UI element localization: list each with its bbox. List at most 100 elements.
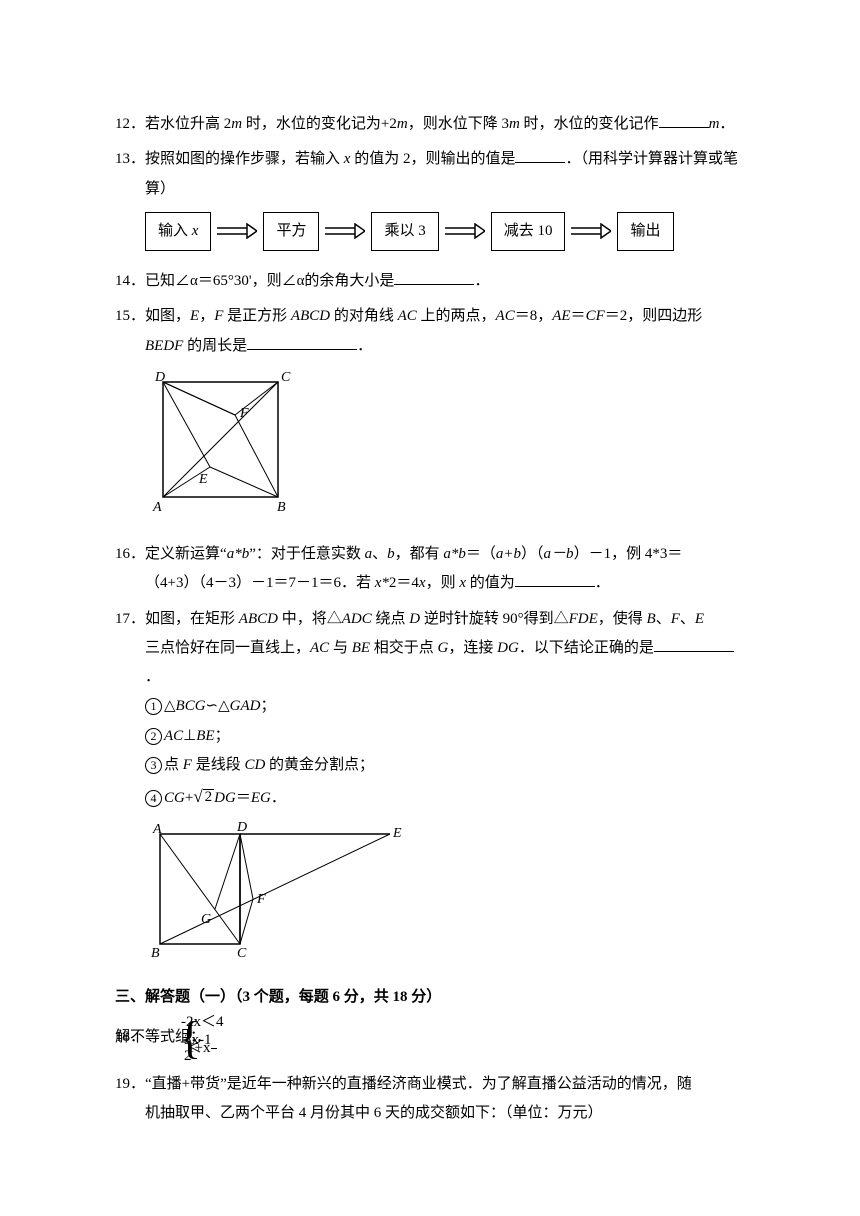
q15-blank[interactable] — [247, 335, 357, 350]
q16-two: 2＝4 — [389, 575, 419, 591]
q17-B: B — [647, 611, 656, 627]
q17-opt2: 2AC⊥BE； — [115, 722, 745, 751]
q15-E: E — [190, 308, 199, 324]
l1c: 4 — [216, 1014, 224, 1030]
q16-line1: 16．定义新运算“a*b”：对于任意实数 a、b，都有 a*b＝（a+b）（a－… — [115, 540, 745, 569]
q12-m4: m — [709, 116, 720, 132]
l1a: -2x — [181, 1014, 201, 1030]
svg-text:C: C — [237, 946, 247, 959]
svg-text:B: B — [277, 500, 286, 515]
o4a: CG — [164, 790, 185, 806]
q15-g: ＝2，则四边形 — [605, 308, 703, 324]
q15-c: 的对角线 — [330, 308, 398, 324]
q17-opt3: 3点 F 是线段 CD 的黄金分割点； — [115, 751, 745, 780]
o4c: EG — [251, 790, 271, 806]
q13-blank[interactable] — [515, 148, 565, 163]
svg-text:E: E — [198, 472, 208, 487]
q19-line2: 机抽取甲、乙两个平台 4 月份其中 6 天的成交额如下：（单位：万元） — [115, 1099, 745, 1128]
q14-t2: ． — [474, 273, 489, 289]
q19-line1: 19．“直播+带货”是近年一种新兴的直播经济商业模式．为了解直播公益活动的情况，… — [115, 1070, 745, 1099]
q12-t2: 时，水位的变化记为+2 — [242, 116, 397, 132]
o2b: ⊥ — [183, 728, 196, 744]
q16-d: ＝（ — [466, 546, 496, 562]
svg-text:F: F — [256, 892, 266, 907]
svg-text:D: D — [236, 820, 247, 835]
o4b: DG — [214, 790, 236, 806]
q15-num: 15． — [115, 308, 145, 324]
q17-a: 如图，在矩形 — [145, 611, 239, 627]
arrow-icon — [445, 223, 485, 239]
svg-text:E: E — [392, 826, 402, 841]
arrow-icon — [217, 223, 257, 239]
q13-t2: 的值为 2，则输出的值是 — [350, 151, 515, 167]
q14-num: 14． — [115, 273, 145, 289]
q17-figure: A D E G F B C — [115, 813, 745, 976]
flow-box-sub10: 减去 10 — [491, 212, 566, 251]
q16-dot: 、 — [372, 546, 387, 562]
q15-a: 如图， — [145, 308, 190, 324]
q12-line: 12．若水位升高 2m 时，水位的变化记为+2m，则水位下降 3m 时，水位的变… — [115, 110, 745, 139]
o1d: GAD — [230, 698, 261, 714]
q17-l2b: 与 — [329, 640, 352, 656]
q12-m2: m — [397, 116, 408, 132]
o4eq: ＝ — [236, 790, 251, 806]
q14-blank[interactable] — [394, 270, 474, 285]
o3f: F — [183, 757, 192, 773]
flow-box-output: 输出 — [617, 212, 673, 251]
q15-l2c: ． — [357, 338, 372, 354]
svg-text:A: A — [152, 500, 162, 515]
o2c: BE — [196, 728, 214, 744]
fnum: 3x-1 — [211, 1033, 217, 1049]
q15-e: ＝8， — [515, 308, 553, 324]
q17-opt4: 4CG+√2DG＝EG． — [115, 780, 745, 813]
q17-l2a: 三点恰好在同一直线上， — [145, 640, 310, 656]
q14-t1: 已知∠α＝65°30'，则∠α的余角大小是 — [145, 273, 394, 289]
q16-amb: a－b — [544, 546, 574, 562]
q17-line2: 三点恰好在同一直线上，AC 与 BE 相交于点 G，连接 DG．以下结论正确的是… — [115, 634, 745, 693]
q12-t4: 时，水位的变化记作 — [520, 116, 659, 132]
q17-blank[interactable] — [654, 637, 734, 652]
q15-F: F — [214, 308, 223, 324]
q17-dg: DG — [497, 640, 519, 656]
o4d: ． — [271, 790, 286, 806]
q12-m3: m — [509, 116, 520, 132]
flow-box-square: 平方 — [263, 212, 319, 251]
rectangle-rotation-diagram: A D E G F B C — [145, 819, 405, 959]
q15-figure: D C F E A B — [115, 361, 745, 534]
q16-blank[interactable] — [515, 572, 595, 587]
q14-line: 14．已知∠α＝65°30'，则∠α的余角大小是 ． — [115, 267, 745, 296]
q15-line1: 15．如图，E，F 是正方形 ABCD 的对角线 AC 上的两点，AC＝8，AE… — [115, 302, 745, 331]
q16-l2d: ． — [595, 575, 610, 591]
q17-l2c: 相交于点 — [370, 640, 438, 656]
arrow-icon — [571, 223, 611, 239]
o1c: ∽△ — [206, 698, 230, 714]
q18-line: 18．解不等式组： { -2x＜4 3x-12＜1+x ． — [115, 1012, 745, 1064]
q16-l2c: 的值为 — [466, 575, 515, 591]
q17-d: D — [409, 611, 420, 627]
circle-4-icon: 4 — [145, 790, 162, 807]
circle-2-icon: 2 — [145, 728, 162, 745]
q17-b: 中，将△ — [278, 611, 342, 627]
svg-text:B: B — [151, 946, 160, 959]
q17-e: ，使得 — [598, 611, 647, 627]
q16-num: 16． — [115, 546, 145, 562]
q17-l2e: ．以下结论正确的是 — [519, 640, 654, 656]
q17-num: 17． — [115, 611, 145, 627]
q13-num: 13． — [115, 151, 145, 167]
q17-opt1: 1△BCG∽△GAD； — [115, 692, 745, 721]
q17-line1: 17．如图，在矩形 ABCD 中，将△ADC 绕点 D 逆时针旋转 90°得到△… — [115, 605, 745, 634]
q15-abcd: ABCD — [291, 308, 330, 324]
svg-text:C: C — [281, 370, 291, 385]
q12-blank[interactable] — [659, 113, 709, 128]
svg-text:D: D — [154, 370, 165, 385]
question-16: 16．定义新运算“a*b”：对于任意实数 a、b，都有 a*b＝（a+b）（a－… — [115, 540, 745, 599]
q17-l2d: ，连接 — [448, 640, 497, 656]
q16-f: ）－1，例 4*3＝ — [574, 546, 683, 562]
q17-l2f: ． — [145, 669, 160, 685]
q16-e: ）（ — [521, 546, 544, 562]
o2d: ； — [215, 728, 230, 744]
svg-text:A: A — [152, 822, 162, 837]
q15-line2: BEDF 的周长是． — [115, 332, 745, 361]
q12-t1: 若水位升高 2 — [145, 116, 231, 132]
q19-a: “直播+带货”是近年一种新兴的直播经济商业模式．为了解直播公益活动的情况，随 — [145, 1076, 692, 1092]
